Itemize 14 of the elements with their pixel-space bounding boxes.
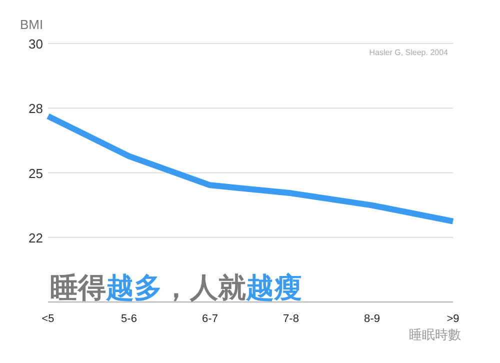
x-tick-label: >9 — [446, 313, 460, 325]
y-axis-title: BMI — [20, 17, 44, 32]
y-tick-label: 28 — [28, 101, 43, 116]
x-tick-label: 5-6 — [121, 313, 137, 325]
x-tick-label: <5 — [42, 313, 54, 325]
x-tick-label: 7-8 — [283, 313, 299, 325]
y-tick-label: 30 — [28, 36, 43, 52]
x-tick-label: 8-9 — [364, 313, 380, 325]
annotation: Hasler G, Sleep. 2004 — [369, 48, 449, 57]
x-axis-title: 睡眠時數 — [409, 327, 461, 342]
x-tick-label: 6-7 — [202, 313, 218, 325]
text: 睡得越多，人就越瘦 — [50, 272, 302, 303]
y-tick-label: 22 — [28, 230, 43, 246]
y-tick-label: 25 — [28, 166, 43, 181]
